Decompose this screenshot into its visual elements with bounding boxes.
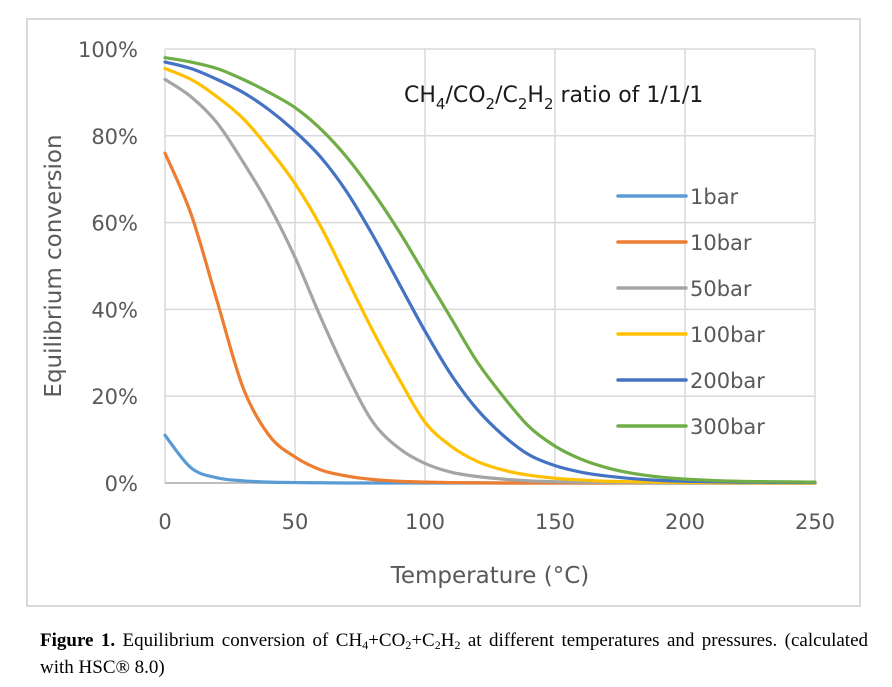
caption-part: 2 (434, 638, 441, 652)
legend-label-50bar: 50bar (690, 277, 752, 301)
caption-part: +C (411, 630, 435, 651)
caption-part: +CO (368, 630, 406, 651)
line-chart: 0 50 100 150 200 250 0% 20% 40% 60% 80% 100% 1bar 10… (41, 38, 835, 589)
figure-caption: Figure 1. Equilibrium conversion of CH4+… (40, 627, 868, 681)
y-tick-label: 100% (78, 38, 138, 62)
x-tick-label: 50 (282, 510, 309, 534)
chart-frame: 0 50 100 150 200 250 0% 20% 40% 60% 80% 100% 1bar 10… (26, 18, 861, 607)
annotation-part: 4 (436, 95, 446, 113)
x-tick-label: 150 (535, 510, 575, 534)
x-tick-label: 200 (665, 510, 705, 534)
annotation-part: /C (495, 83, 518, 108)
y-tick-label: 20% (91, 385, 138, 409)
caption-part: 2 (454, 638, 461, 652)
x-axis-title: Temperature (°C) (390, 563, 590, 589)
caption-part: Equilibrium conversion of CH (115, 630, 363, 651)
series-line-300bar (163, 56, 817, 484)
legend-label-200bar: 200bar (690, 369, 765, 393)
x-tick-label: 100 (405, 510, 445, 534)
series-lines (163, 56, 817, 485)
legend-label-100bar: 100bar (690, 323, 765, 347)
annotation-part: 2 (544, 95, 554, 113)
series-line-100bar (163, 66, 817, 485)
y-tick-label: 0% (105, 472, 138, 496)
caption-part: 4 (362, 638, 369, 652)
annotation-part: 2 (486, 95, 496, 113)
caption-text: Equilibrium conversion of CH4+CO2+C2H2 a… (40, 630, 868, 678)
chart-annotation: CH4/CO2/C2H2 ratio of 1/1/1 (404, 83, 703, 113)
annotation-part: H (527, 83, 544, 108)
caption-part: at different temperatures and pressures.… (40, 630, 868, 678)
y-tick-label: 40% (91, 298, 138, 322)
legend-label-10bar: 10bar (690, 231, 752, 255)
annotation-part: 2 (518, 95, 528, 113)
annotation-part: ratio of 1/1/1 (554, 83, 704, 108)
annotation-part: /CO (445, 83, 485, 108)
annotation-part: CH (404, 83, 436, 108)
series-line-200bar (163, 60, 817, 485)
y-axis-title: Equilibrium conversion (41, 134, 67, 397)
legend: 1bar 10bar 50bar 100bar 200bar 300bar (616, 185, 765, 439)
series-line-1bar (163, 433, 817, 485)
caption-part: H (440, 630, 455, 651)
y-tick-label: 60% (91, 212, 138, 236)
x-tick-label: 0 (158, 510, 171, 534)
caption-part: 2 (405, 638, 412, 652)
y-tick-label: 80% (91, 125, 138, 149)
x-tick-label: 250 (795, 510, 835, 534)
figure-label: Figure 1. (40, 630, 116, 651)
legend-label-1bar: 1bar (690, 185, 739, 209)
legend-label-300bar: 300bar (690, 415, 765, 439)
